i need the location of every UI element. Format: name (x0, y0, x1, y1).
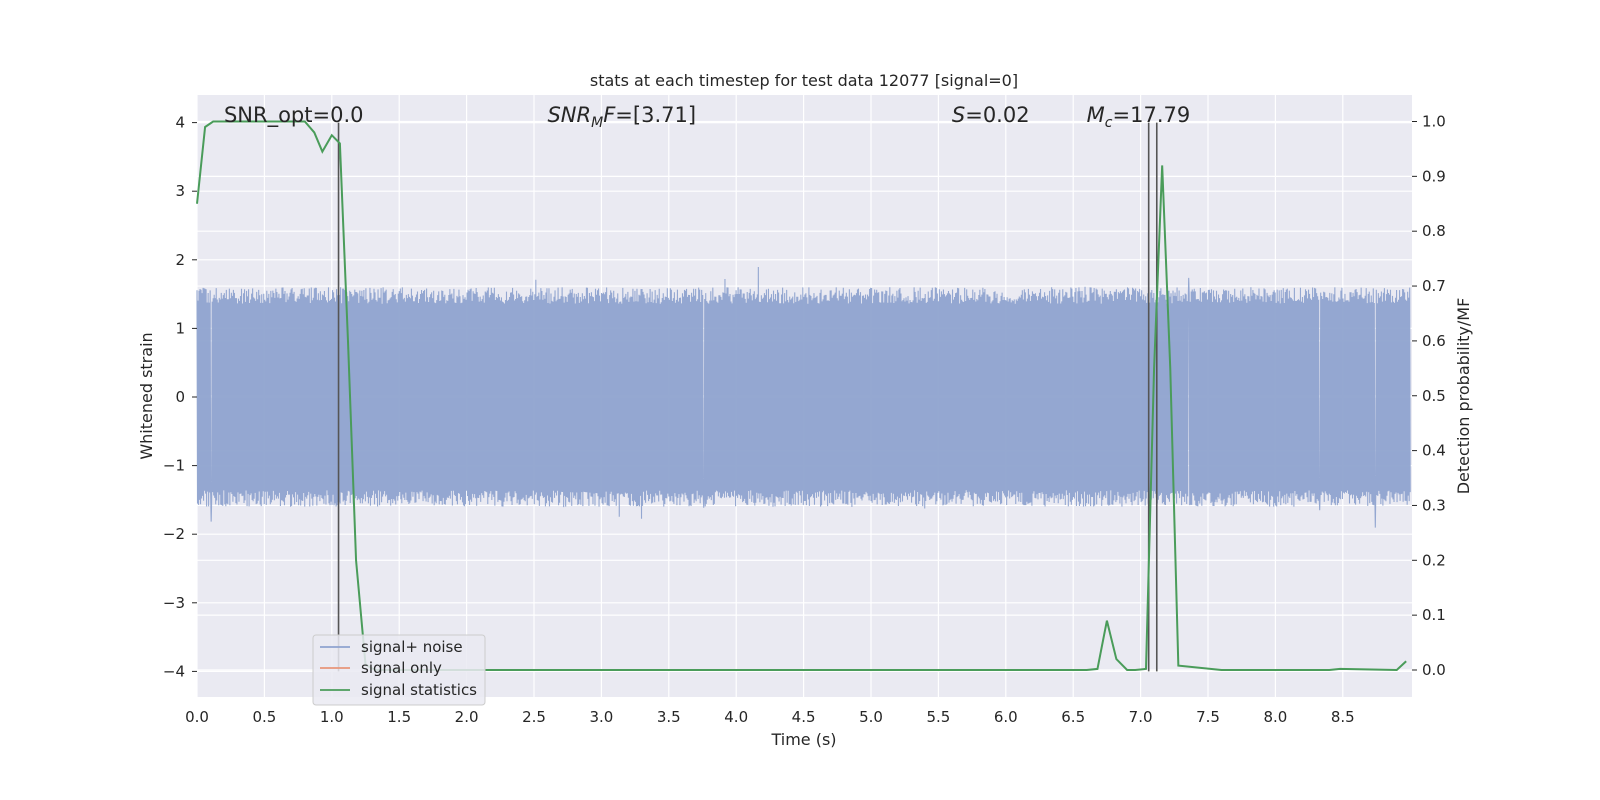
y-left-axis-title: Whitened strain (137, 332, 156, 459)
y-left-tick-label-6: 2 (175, 251, 185, 269)
y-right-axis-ticks: 0.0 0.1 0.2 0.3 0.4 0.5 0.6 0.7 0.8 0.9 1.0 (1412, 113, 1446, 679)
x-axis-ticks: 0.0 0.5 1.0 1.5 2.0 2.5 3.0 3.5 4.0 4.5 5.0 5.5 6.0 6… (185, 708, 1355, 726)
x-tick-label-17: 8.5 (1331, 708, 1355, 726)
y-right-tick-label-8: 0.8 (1422, 222, 1446, 240)
x-tick-label-6: 3.0 (589, 708, 613, 726)
signal-noise-trace (196, 266, 1411, 528)
x-tick-label-0: 0.0 (185, 708, 209, 726)
y-left-tick-label-7: 3 (175, 182, 185, 200)
x-axis-title: Time (s) (770, 730, 836, 749)
signal-statistics-line (196, 120, 1407, 672)
y-right-tick-label-7: 0.7 (1422, 277, 1446, 295)
annotation-1: SNRMF=[3.71] (547, 103, 696, 131)
x-tick-label-4: 2.0 (455, 708, 479, 726)
x-tick-label-5: 2.5 (522, 708, 546, 726)
chart-title: stats at each timestep for test data 120… (590, 71, 1018, 90)
annotations: SNR_opt=0.0 SNRMF=[3.71] S=0.02 Mc=17.79 (224, 103, 1190, 131)
annotation-2: S=0.02 (952, 103, 1030, 127)
y-left-tick-label-2: −2 (163, 525, 185, 543)
x-tick-label-2: 1.0 (320, 708, 344, 726)
y-left-tick-label-8: 4 (175, 114, 185, 132)
y-right-tick-label-3: 0.3 (1422, 496, 1446, 514)
y-left-tick-label-5: 1 (175, 319, 185, 337)
y-right-tick-label-1: 0.1 (1422, 606, 1446, 624)
signal-noise-series (196, 266, 1411, 528)
legend-box (312, 634, 486, 706)
y-left-tick-label-4: 0 (175, 388, 185, 406)
x-tick-label-13: 6.5 (1061, 708, 1085, 726)
y-left-tick-label-3: −1 (163, 457, 185, 475)
x-tick-label-14: 7.0 (1129, 708, 1153, 726)
y-left-axis-ticks: −4 −3 −2 −1 0 1 2 3 4 (163, 114, 197, 680)
y-left-tick-label-1: −3 (163, 594, 185, 612)
y-right-tick-label-10: 1.0 (1422, 113, 1446, 131)
legend-label-signal-statistics: signal statistics (361, 681, 477, 699)
y-right-axis-title: Detection probability/MF (1454, 298, 1473, 495)
y-right-tick-label-5: 0.5 (1422, 387, 1446, 405)
y-left-tick-label-0: −4 (163, 662, 185, 680)
annotation-0: SNR_opt=0.0 (224, 103, 364, 128)
y-right-tick-label-9: 0.9 (1422, 167, 1446, 185)
x-tick-label-16: 8.0 (1263, 708, 1287, 726)
x-tick-label-11: 5.5 (926, 708, 950, 726)
legend-label-signal-noise: signal+ noise (361, 638, 463, 656)
y-right-tick-label-2: 0.2 (1422, 551, 1446, 569)
legend-label-signal-only: signal only (361, 659, 442, 677)
x-tick-label-12: 6.0 (994, 708, 1018, 726)
x-tick-label-3: 1.5 (387, 708, 411, 726)
annotation-3: Mc=17.79 (1087, 103, 1191, 131)
y-right-tick-label-4: 0.4 (1422, 442, 1446, 460)
x-tick-label-8: 4.0 (724, 708, 748, 726)
x-tick-label-10: 5.0 (859, 708, 883, 726)
x-tick-label-7: 3.5 (657, 708, 681, 726)
x-tick-label-15: 7.5 (1196, 708, 1220, 726)
y-right-tick-label-0: 0.0 (1422, 661, 1446, 679)
x-tick-label-1: 0.5 (252, 708, 276, 726)
y-right-tick-label-6: 0.6 (1422, 332, 1446, 350)
legend: signal+ noise signal only signal statist… (312, 634, 486, 706)
x-tick-label-9: 4.5 (792, 708, 816, 726)
signal-statistics-series (196, 120, 1407, 672)
